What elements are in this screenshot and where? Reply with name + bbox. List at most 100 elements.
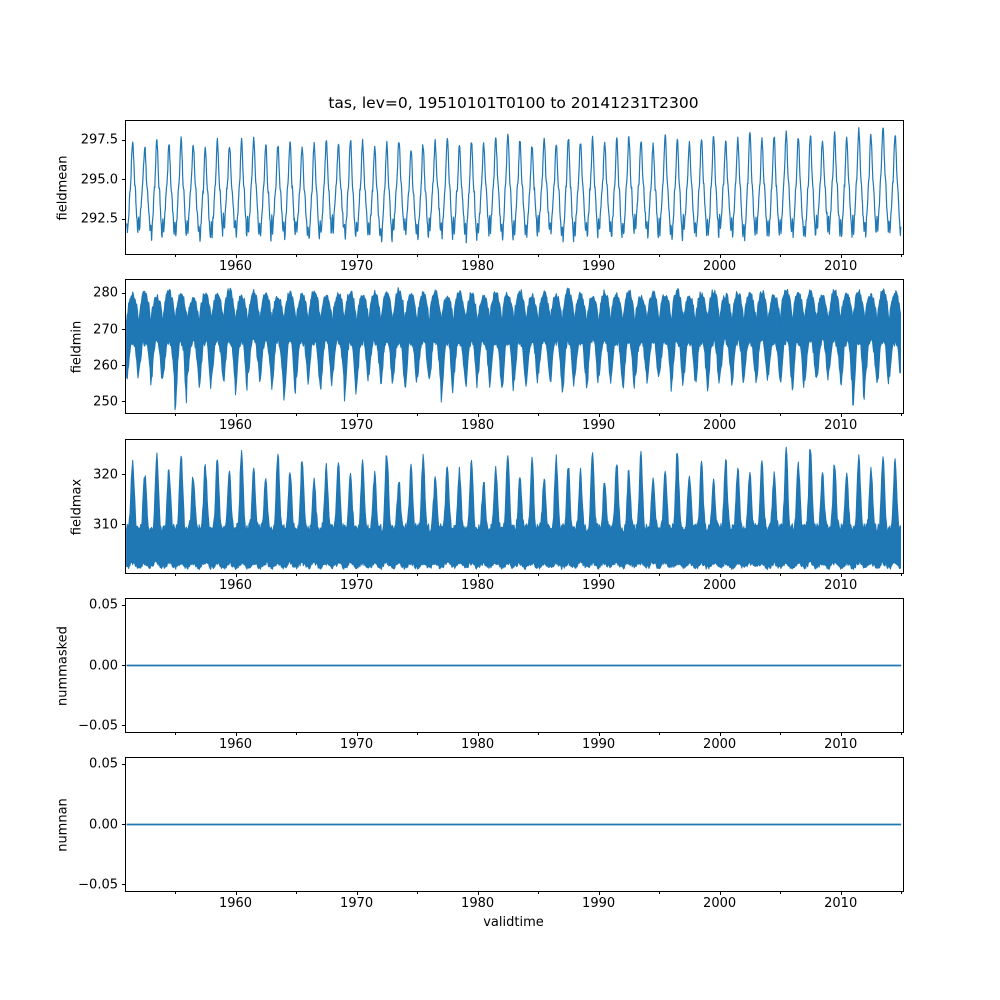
x-tick-major	[477, 732, 479, 736]
x-tick-major	[598, 891, 600, 895]
x-tick-minor	[296, 891, 297, 894]
x-tick-label: 2010	[824, 578, 858, 593]
y-axis-label-fieldmax: fieldmax	[69, 478, 85, 535]
y-tick	[122, 604, 126, 606]
x-tick-major	[840, 573, 842, 577]
y-tick	[122, 474, 126, 475]
x-tick-label: 1990	[582, 896, 616, 911]
y-tick-label: 0.00	[89, 658, 118, 673]
x-tick-label: 2000	[703, 578, 737, 593]
x-tick-label: 1970	[340, 737, 374, 752]
x-tick-minor	[175, 254, 176, 257]
y-tick-label: 0.00	[89, 817, 118, 832]
y-tick	[122, 365, 126, 367]
x-tick-minor	[175, 891, 176, 894]
x-tick-major	[598, 732, 600, 736]
x-tick-major	[235, 413, 237, 417]
y-tick-label: 260	[93, 358, 118, 374]
x-tick-major	[719, 413, 721, 417]
x-tick-label: 1980	[461, 259, 495, 274]
series-nummasked-plot	[126, 664, 902, 667]
y-tick-label: −0.05	[78, 718, 118, 734]
x-tick-minor	[780, 413, 782, 416]
y-tick-label: 270	[93, 322, 118, 337]
x-tick-major	[840, 254, 842, 258]
series-fieldmax-plot	[126, 446, 901, 570]
y-tick-label: 320	[93, 467, 118, 482]
x-tick-label: 1970	[340, 418, 374, 433]
x-tick-label: 1990	[582, 578, 616, 593]
y-tick	[122, 292, 126, 294]
x-tick-minor	[659, 413, 661, 416]
x-tick-minor	[417, 732, 419, 735]
x-tick-major	[477, 254, 479, 258]
x-tick-label: 1980	[461, 418, 495, 433]
x-tick-minor	[780, 573, 782, 576]
x-tick-major	[356, 891, 358, 895]
x-tick-minor	[296, 254, 297, 257]
y-axis-label-fieldmin: fieldmin	[69, 320, 85, 373]
series-fieldmax-path	[126, 446, 901, 570]
x-tick-label: 2000	[703, 896, 737, 911]
x-tick-label: 2000	[703, 259, 737, 274]
x-tick-minor	[901, 254, 903, 257]
x-tick-label: 1980	[461, 737, 495, 752]
series-fieldmin-plot	[126, 287, 901, 411]
y-tick	[122, 218, 126, 220]
x-tick-major	[477, 413, 479, 417]
subplot-fieldmax: 1960 1970 1980 1990 2000 2010 310 320 fieldmax	[70, 439, 904, 593]
x-tick-major	[719, 891, 721, 895]
y-tick-label: 297.5	[80, 132, 118, 148]
x-tick-major	[235, 891, 237, 895]
x-tick-minor	[538, 573, 540, 576]
y-tick-label: 295.0	[80, 172, 118, 188]
x-tick-label: 1960	[218, 418, 253, 433]
x-tick-major	[840, 413, 842, 417]
x-tick-minor	[175, 573, 176, 576]
x-tick-minor	[538, 891, 540, 894]
y-tick	[122, 524, 126, 525]
x-tick-minor	[780, 254, 782, 257]
x-tick-minor	[659, 891, 661, 894]
x-tick-major	[719, 732, 721, 736]
x-tick-minor	[780, 732, 782, 735]
x-tick-label: 1970	[340, 578, 374, 593]
x-tick-label: 2000	[703, 737, 737, 752]
y-tick	[122, 725, 126, 727]
series-fieldmin-path	[126, 287, 901, 411]
x-tick-major	[477, 573, 479, 577]
x-tick-minor	[659, 254, 661, 257]
x-tick-label: 1980	[461, 896, 495, 911]
x-tick-major	[235, 254, 237, 258]
series-numnan-plot	[126, 823, 902, 826]
x-tick-major	[840, 732, 842, 736]
x-tick-major	[356, 573, 358, 577]
y-axis-label-nummasked: nummasked	[55, 625, 71, 706]
x-tick-label: 2010	[824, 737, 858, 752]
series-fieldmean-path	[126, 127, 902, 244]
x-tick-label: 1980	[461, 578, 495, 593]
x-tick-label: 1970	[340, 896, 374, 911]
x-tick-minor	[538, 254, 540, 257]
x-tick-label: 1960	[218, 578, 253, 593]
y-tick-label: 250	[93, 394, 118, 410]
x-tick-major	[840, 891, 842, 895]
x-tick-minor	[538, 732, 540, 735]
x-tick-major	[598, 573, 600, 577]
x-tick-minor	[296, 413, 297, 416]
x-tick-minor	[901, 413, 903, 416]
subplot-nummasked: 1960 1970 1980 1990 2000 2010 −0.05 0.00 0.05 num…	[56, 598, 904, 752]
y-tick	[122, 884, 126, 886]
x-tick-label: 2010	[824, 418, 858, 433]
y-tick	[122, 824, 126, 825]
x-tick-minor	[296, 573, 297, 576]
subplot-numnan: 1960 1970 1980 1990 2000 2010 −0.05 0.00 0.05 num…	[56, 757, 904, 911]
x-tick-minor	[901, 573, 903, 576]
x-tick-major	[477, 891, 479, 895]
x-tick-minor	[901, 891, 903, 894]
x-tick-major	[719, 254, 721, 258]
subplot-fieldmin: 1960 1970 1980 1990 2000 2010 250 260 270 280 fiel…	[70, 279, 904, 433]
x-tick-major	[356, 254, 358, 258]
x-axis-label: validtime	[483, 915, 544, 930]
x-tick-minor	[417, 254, 419, 257]
